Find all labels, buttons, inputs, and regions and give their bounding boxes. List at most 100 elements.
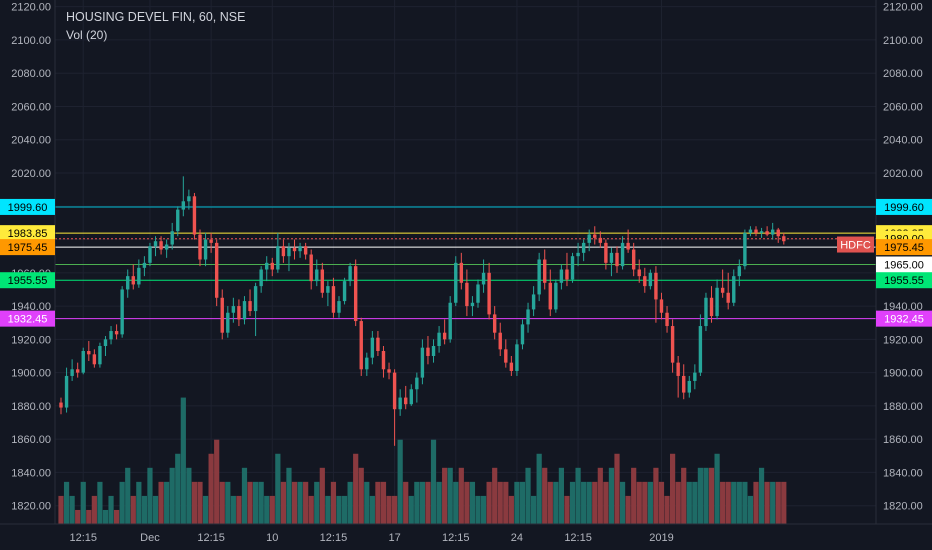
volume-bars bbox=[58, 397, 787, 524]
volume-bar bbox=[742, 481, 748, 524]
candle-body bbox=[153, 241, 158, 247]
y-tick-label-left: 1900.00 bbox=[11, 368, 51, 380]
volume-bar bbox=[58, 495, 64, 524]
volume-bar bbox=[414, 481, 420, 524]
candle-body bbox=[387, 369, 391, 373]
volume-bar bbox=[214, 439, 220, 524]
candle-body bbox=[253, 286, 258, 312]
volume-bar bbox=[147, 467, 153, 524]
volume-bar bbox=[625, 495, 631, 524]
x-tick-label: 12:15 bbox=[197, 532, 225, 544]
candle-body bbox=[576, 252, 580, 257]
candle-body bbox=[743, 232, 747, 267]
candle-body bbox=[337, 301, 341, 313]
candle-body bbox=[214, 242, 219, 298]
volume-bar bbox=[130, 495, 136, 524]
price-label-left-box bbox=[0, 272, 55, 289]
price-label-left-box bbox=[0, 310, 55, 327]
y-tick-label-right: 1900.00 bbox=[883, 368, 923, 380]
candle-body bbox=[164, 244, 169, 250]
candle-body bbox=[676, 362, 680, 376]
candle-body bbox=[765, 231, 769, 235]
price-label-right-box bbox=[876, 272, 932, 289]
candle-body bbox=[565, 269, 569, 280]
candle-body bbox=[559, 269, 564, 283]
volume-bar bbox=[531, 495, 537, 524]
y-tick-label-right: 2020.00 bbox=[883, 168, 923, 180]
volume-bar bbox=[280, 481, 286, 524]
candle-body bbox=[103, 339, 108, 347]
volume-bar bbox=[69, 495, 75, 524]
candle-body bbox=[726, 292, 730, 303]
volume-bar bbox=[358, 467, 364, 524]
price-label-left: 1932.45 bbox=[8, 314, 48, 326]
volume-bar bbox=[697, 467, 703, 524]
candle-body bbox=[487, 272, 491, 315]
y-tick-label-right: 2100.00 bbox=[883, 35, 923, 47]
candle-body bbox=[92, 354, 97, 365]
candlesticks bbox=[59, 176, 786, 446]
volume-bar bbox=[125, 467, 131, 524]
candle-body bbox=[265, 262, 269, 270]
candle-body bbox=[148, 246, 152, 263]
volume-bar bbox=[319, 467, 325, 524]
x-tick-label: 2019 bbox=[649, 532, 673, 544]
volume-bar bbox=[758, 467, 765, 524]
volume-bar bbox=[603, 481, 609, 524]
volume-bar bbox=[230, 495, 236, 524]
volume-bar bbox=[703, 467, 709, 524]
candle-body bbox=[198, 234, 202, 260]
candle-body bbox=[693, 372, 697, 381]
volume-bar bbox=[536, 453, 542, 524]
y-tick-label-left: 2120.00 bbox=[11, 2, 51, 14]
candle-body bbox=[326, 286, 330, 293]
symbol-badge bbox=[837, 236, 874, 253]
y-tick-label-right: 1860.00 bbox=[883, 434, 923, 446]
candle-body bbox=[370, 337, 375, 358]
candle-body bbox=[698, 326, 703, 373]
volume-bar bbox=[436, 481, 442, 524]
volume-bar bbox=[581, 481, 587, 524]
candle-body bbox=[120, 289, 124, 335]
y-tick-label-right: 2120.00 bbox=[883, 2, 923, 14]
volume-bar bbox=[180, 397, 186, 524]
volume-bar bbox=[514, 481, 520, 524]
candle-body bbox=[665, 312, 669, 327]
price-label-left: 1975.45 bbox=[8, 242, 48, 254]
candle-body bbox=[315, 269, 319, 282]
candle-body bbox=[75, 369, 80, 373]
price-label-left: 1983.85 bbox=[8, 228, 48, 240]
volume-bar bbox=[564, 495, 570, 524]
candle-body bbox=[226, 312, 230, 333]
candle-body bbox=[409, 389, 413, 405]
y-tick-label-left: 2060.00 bbox=[11, 101, 51, 113]
y-tick-label-right: 1820.00 bbox=[883, 501, 923, 513]
candle-body bbox=[720, 287, 725, 293]
y-tick-label-left: 2100.00 bbox=[11, 35, 51, 47]
price-label-right: 1975.45 bbox=[884, 242, 924, 254]
volume-bar bbox=[119, 481, 125, 524]
volume-bar bbox=[341, 495, 348, 524]
volume-bar bbox=[275, 453, 281, 524]
candle-body bbox=[498, 332, 502, 350]
volume-bar bbox=[458, 467, 464, 524]
volume-bar bbox=[486, 481, 492, 524]
volume-bar bbox=[569, 481, 576, 524]
candle-body bbox=[131, 276, 135, 285]
candle-body bbox=[192, 196, 197, 235]
candle-body bbox=[142, 262, 147, 268]
volume-bar bbox=[386, 495, 392, 524]
price-label-right: 1999.60 bbox=[884, 202, 924, 214]
candle-body bbox=[470, 302, 475, 307]
candle-body bbox=[59, 402, 63, 408]
candle-body bbox=[342, 281, 347, 302]
candle-body bbox=[531, 294, 536, 310]
volume-bar bbox=[392, 495, 398, 524]
volume-bar bbox=[442, 467, 448, 524]
volume-bar bbox=[219, 481, 225, 524]
candle-body bbox=[109, 331, 113, 340]
volume-bar bbox=[647, 481, 653, 524]
volume-bar bbox=[553, 481, 559, 524]
x-tick-label: 12:15 bbox=[320, 532, 348, 544]
